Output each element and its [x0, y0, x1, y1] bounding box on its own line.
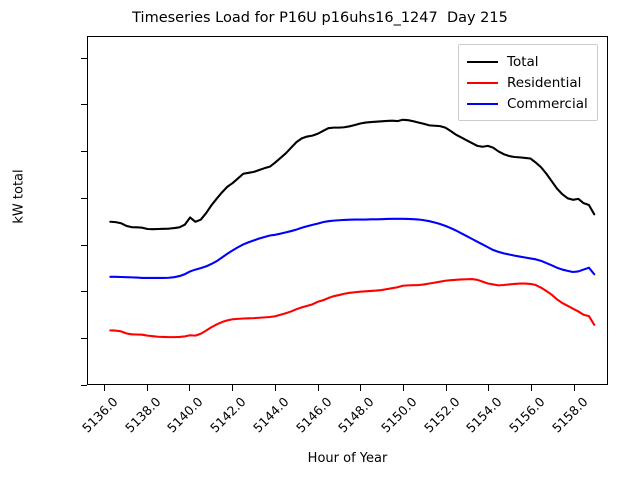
- y-axis-tick-mark: [81, 57, 87, 59]
- x-axis-tick-mark: [146, 385, 148, 391]
- legend-swatch-commercial: [467, 102, 498, 105]
- y-axis-tick-mark: [81, 385, 87, 386]
- legend-label-residential: Residential: [507, 74, 582, 91]
- legend-label-total: Total: [507, 53, 539, 70]
- y-axis-tick-labels: 025005000750010000125001500017500: [0, 0, 80, 480]
- y-axis-tick-mark: [81, 197, 87, 199]
- legend-swatch-residential: [467, 81, 498, 84]
- chart-title: Timeseries Load for P16U p16uhs16_1247 D…: [132, 10, 508, 26]
- x-axis-tick-mark: [317, 385, 319, 391]
- plot-lines: [109, 118, 596, 339]
- plot-area: [87, 36, 608, 385]
- chart-legend: Total Residential Commercial: [458, 44, 598, 121]
- x-axis-tick-mark: [445, 385, 447, 391]
- x-axis-tick-mark: [403, 385, 405, 391]
- x-axis-tick-mark: [104, 385, 106, 391]
- x-axis-tick-mark: [274, 385, 276, 391]
- series-line-residential: [109, 278, 596, 339]
- x-axis-tick-mark: [488, 385, 490, 391]
- x-axis-label: Hour of Year: [307, 451, 388, 466]
- series-line-commercial: [109, 217, 596, 279]
- x-axis-tick-mark: [360, 385, 362, 391]
- y-axis-tick-mark: [81, 104, 87, 106]
- y-axis-tick-mark: [81, 244, 87, 246]
- series-line-total: [109, 118, 596, 231]
- x-axis-tick-mark: [189, 385, 191, 391]
- legend-item-total: Total: [467, 51, 588, 72]
- legend-label-commercial: Commercial: [507, 95, 588, 112]
- legend-swatch-total: [467, 60, 498, 63]
- y-axis-tick-mark: [81, 291, 87, 293]
- y-axis-tick-mark: [81, 338, 87, 340]
- y-axis-tick-mark: [81, 151, 87, 153]
- x-axis-tick-mark: [573, 385, 575, 391]
- x-axis-tick-mark: [232, 385, 234, 391]
- x-axis-tick-mark: [531, 385, 533, 391]
- legend-item-commercial: Commercial: [467, 93, 588, 114]
- legend-item-residential: Residential: [467, 72, 588, 93]
